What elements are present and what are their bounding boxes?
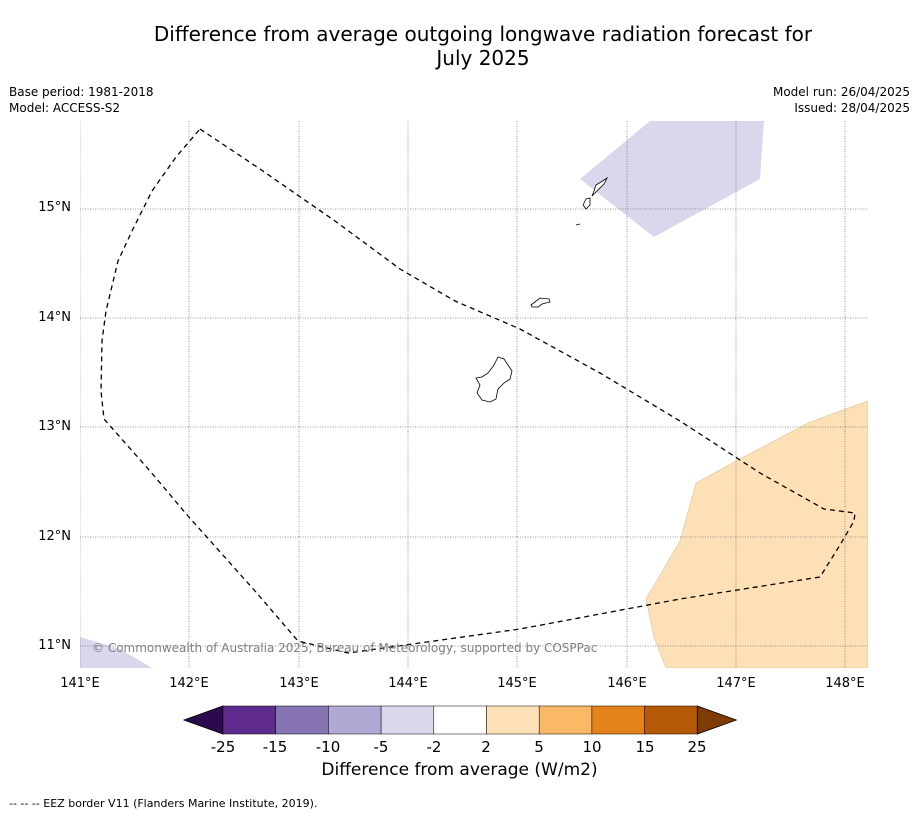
lon-tick-141: 141°E xyxy=(60,676,100,691)
lon-tick-143: 143°E xyxy=(279,676,319,691)
colorbar-tick: 15 xyxy=(635,738,655,756)
issued-date: Issued: 28/04/2025 xyxy=(794,101,910,115)
meta-left: Base period: 1981-2018 Model: ACCESS-S2 xyxy=(9,84,154,116)
colorbar-tick: -5 xyxy=(373,738,389,756)
model-name: Model: ACCESS-S2 xyxy=(9,101,121,115)
chart-title: Difference from average outgoing longwav… xyxy=(0,22,919,70)
title-line-1: Difference from average outgoing longwav… xyxy=(153,22,813,46)
title-line-2: July 2025 xyxy=(436,46,530,70)
lon-tick-148: 148°E xyxy=(825,676,865,691)
lon-tick-145: 145°E xyxy=(497,676,537,691)
colorbar-segment xyxy=(486,705,540,735)
shade-top-lavender xyxy=(580,121,764,237)
island-aguijan xyxy=(575,223,581,226)
lat-tick-13: 13°N xyxy=(38,419,71,434)
colorbar-tick: 10 xyxy=(582,738,602,756)
colorbar-tick: 2 xyxy=(481,738,491,756)
colorbar-tick: 5 xyxy=(534,738,544,756)
colorbar-tick: -15 xyxy=(262,738,288,756)
colorbar-segment xyxy=(538,705,593,735)
lat-tick-11: 11°N xyxy=(38,638,71,653)
lat-tick-12: 12°N xyxy=(38,529,71,544)
colorbar-segment xyxy=(433,705,487,735)
lon-tick-147: 147°E xyxy=(716,676,756,691)
island-rota xyxy=(530,297,551,308)
model-run: Model run: 26/04/2025 xyxy=(772,85,910,99)
map-panel xyxy=(80,121,868,668)
colorbar-segment xyxy=(275,705,329,735)
colorbar-segment xyxy=(591,705,645,735)
colorbar-label: Difference from average (W/m2) xyxy=(321,760,598,780)
lat-tick-15: 15°N xyxy=(38,200,71,215)
colorbar-extend-high xyxy=(696,705,738,735)
colorbar-segment xyxy=(380,705,435,735)
lon-tick-142: 142°E xyxy=(169,676,209,691)
lat-tick-14: 14°N xyxy=(38,310,71,325)
island-tinian xyxy=(582,197,591,210)
copyright-notice: © Commonwealth of Australia 2025, Bureau… xyxy=(92,641,598,655)
colorbar-tick: -25 xyxy=(210,738,236,756)
colorbar-segment xyxy=(222,705,276,735)
map-svg xyxy=(80,121,868,668)
colorbar-segment xyxy=(328,705,382,735)
colorbar xyxy=(183,705,738,735)
colorbar-tick: -10 xyxy=(315,738,341,756)
colorbar-segment xyxy=(644,705,698,735)
eez-footnote: -- -- -- EEZ border V11 (Flanders Marine… xyxy=(9,797,318,810)
meta-right: Model run: 26/04/2025 Issued: 28/04/2025 xyxy=(773,84,910,116)
colorbar-extend-low xyxy=(183,705,224,735)
colorbar-tick: -2 xyxy=(426,738,442,756)
island-guam xyxy=(475,356,513,403)
colorbar-tick: 25 xyxy=(687,738,707,756)
base-period: Base period: 1981-2018 xyxy=(9,85,154,99)
gridlines xyxy=(80,121,868,668)
island-saipan xyxy=(591,176,609,197)
lon-tick-144: 144°E xyxy=(388,676,428,691)
lon-tick-146: 146°E xyxy=(607,676,647,691)
shade-right-peach xyxy=(645,400,868,668)
shade-bottom-left-lavender xyxy=(80,637,152,668)
